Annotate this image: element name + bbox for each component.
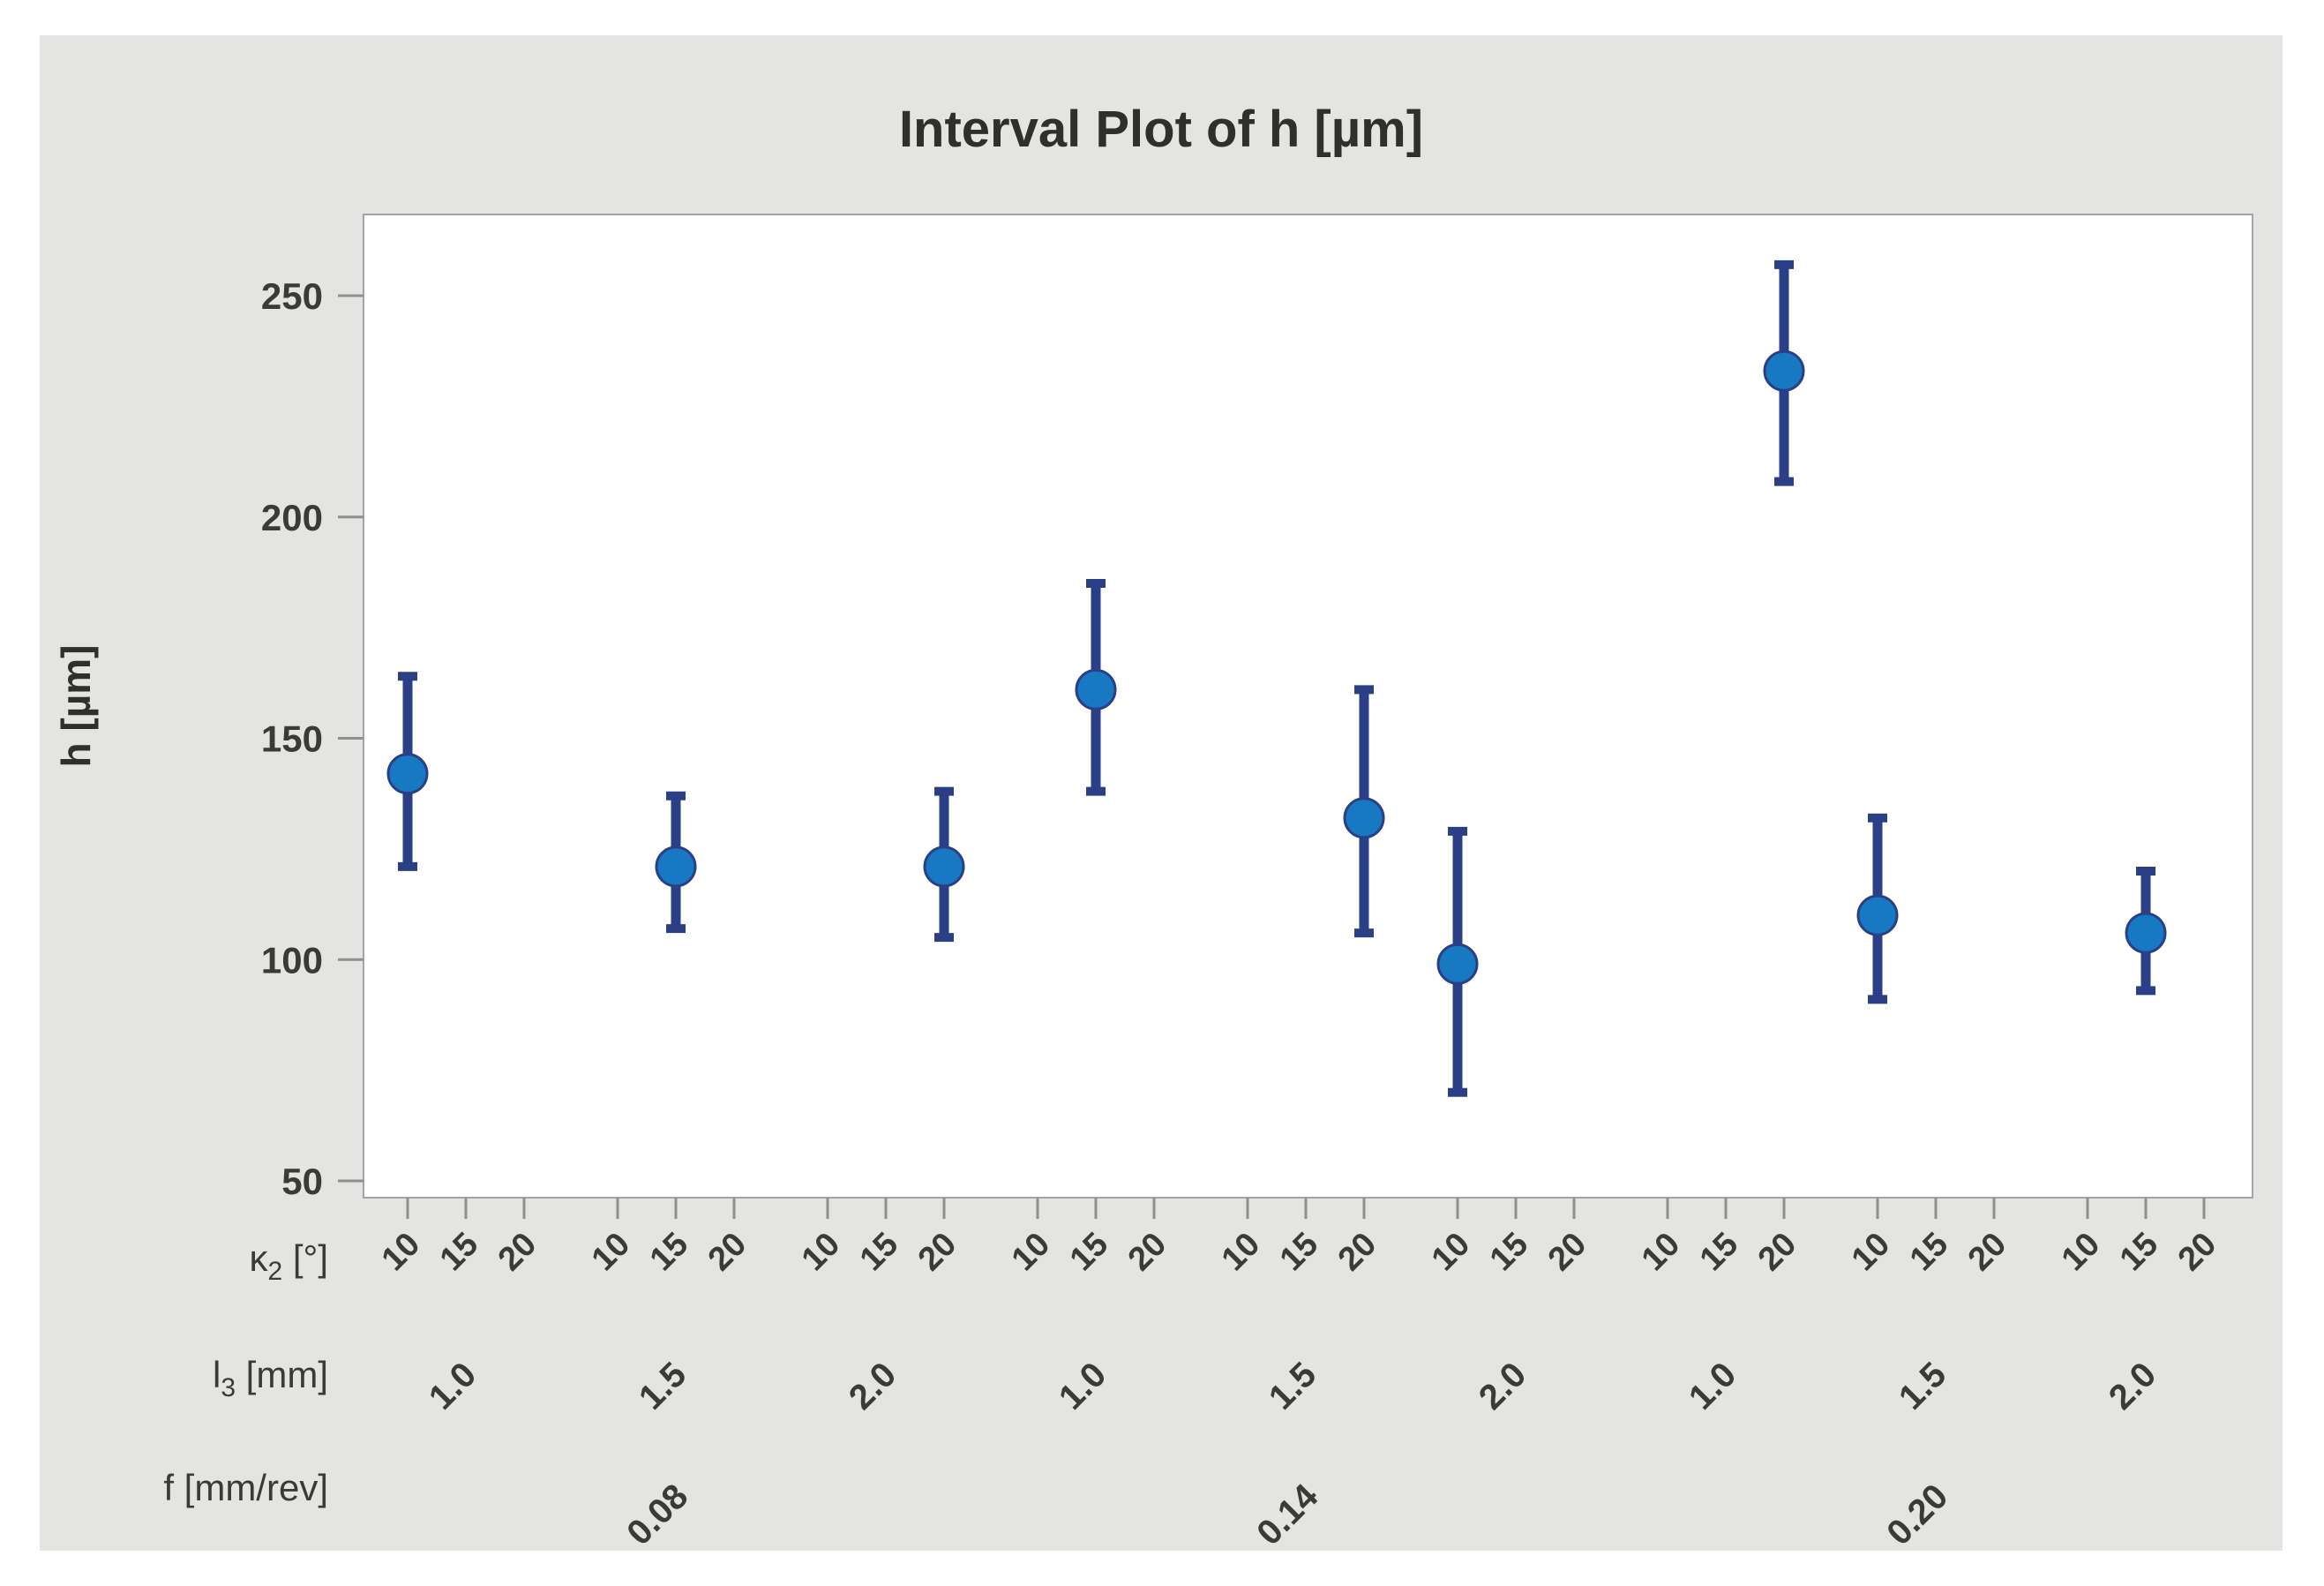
- mean-marker: [655, 846, 697, 888]
- y-axis-title: h [µm]: [53, 645, 99, 768]
- mean-marker: [1343, 797, 1385, 839]
- plot-area: [363, 214, 2253, 1199]
- factor-row-label: l3 [mm]: [213, 1354, 328, 1402]
- y-tick-label: 50: [281, 1161, 323, 1202]
- factor-row-label: κ2 [°]: [250, 1237, 329, 1286]
- mean-marker: [1436, 943, 1479, 985]
- mean-marker: [2125, 912, 2167, 954]
- mean-marker: [1075, 668, 1117, 710]
- y-tick-label: 200: [261, 497, 323, 538]
- y-tick-label: 100: [261, 939, 323, 981]
- mean-marker: [1856, 894, 1899, 936]
- y-tick-label: 250: [261, 275, 323, 317]
- mean-marker: [1763, 350, 1805, 392]
- y-tick-label: 150: [261, 718, 323, 760]
- chart-title: Interval Plot of h [µm]: [899, 101, 1423, 158]
- mean-marker: [923, 846, 965, 888]
- factor-row-label: f [mm/rev]: [163, 1467, 328, 1508]
- mean-marker: [386, 753, 429, 795]
